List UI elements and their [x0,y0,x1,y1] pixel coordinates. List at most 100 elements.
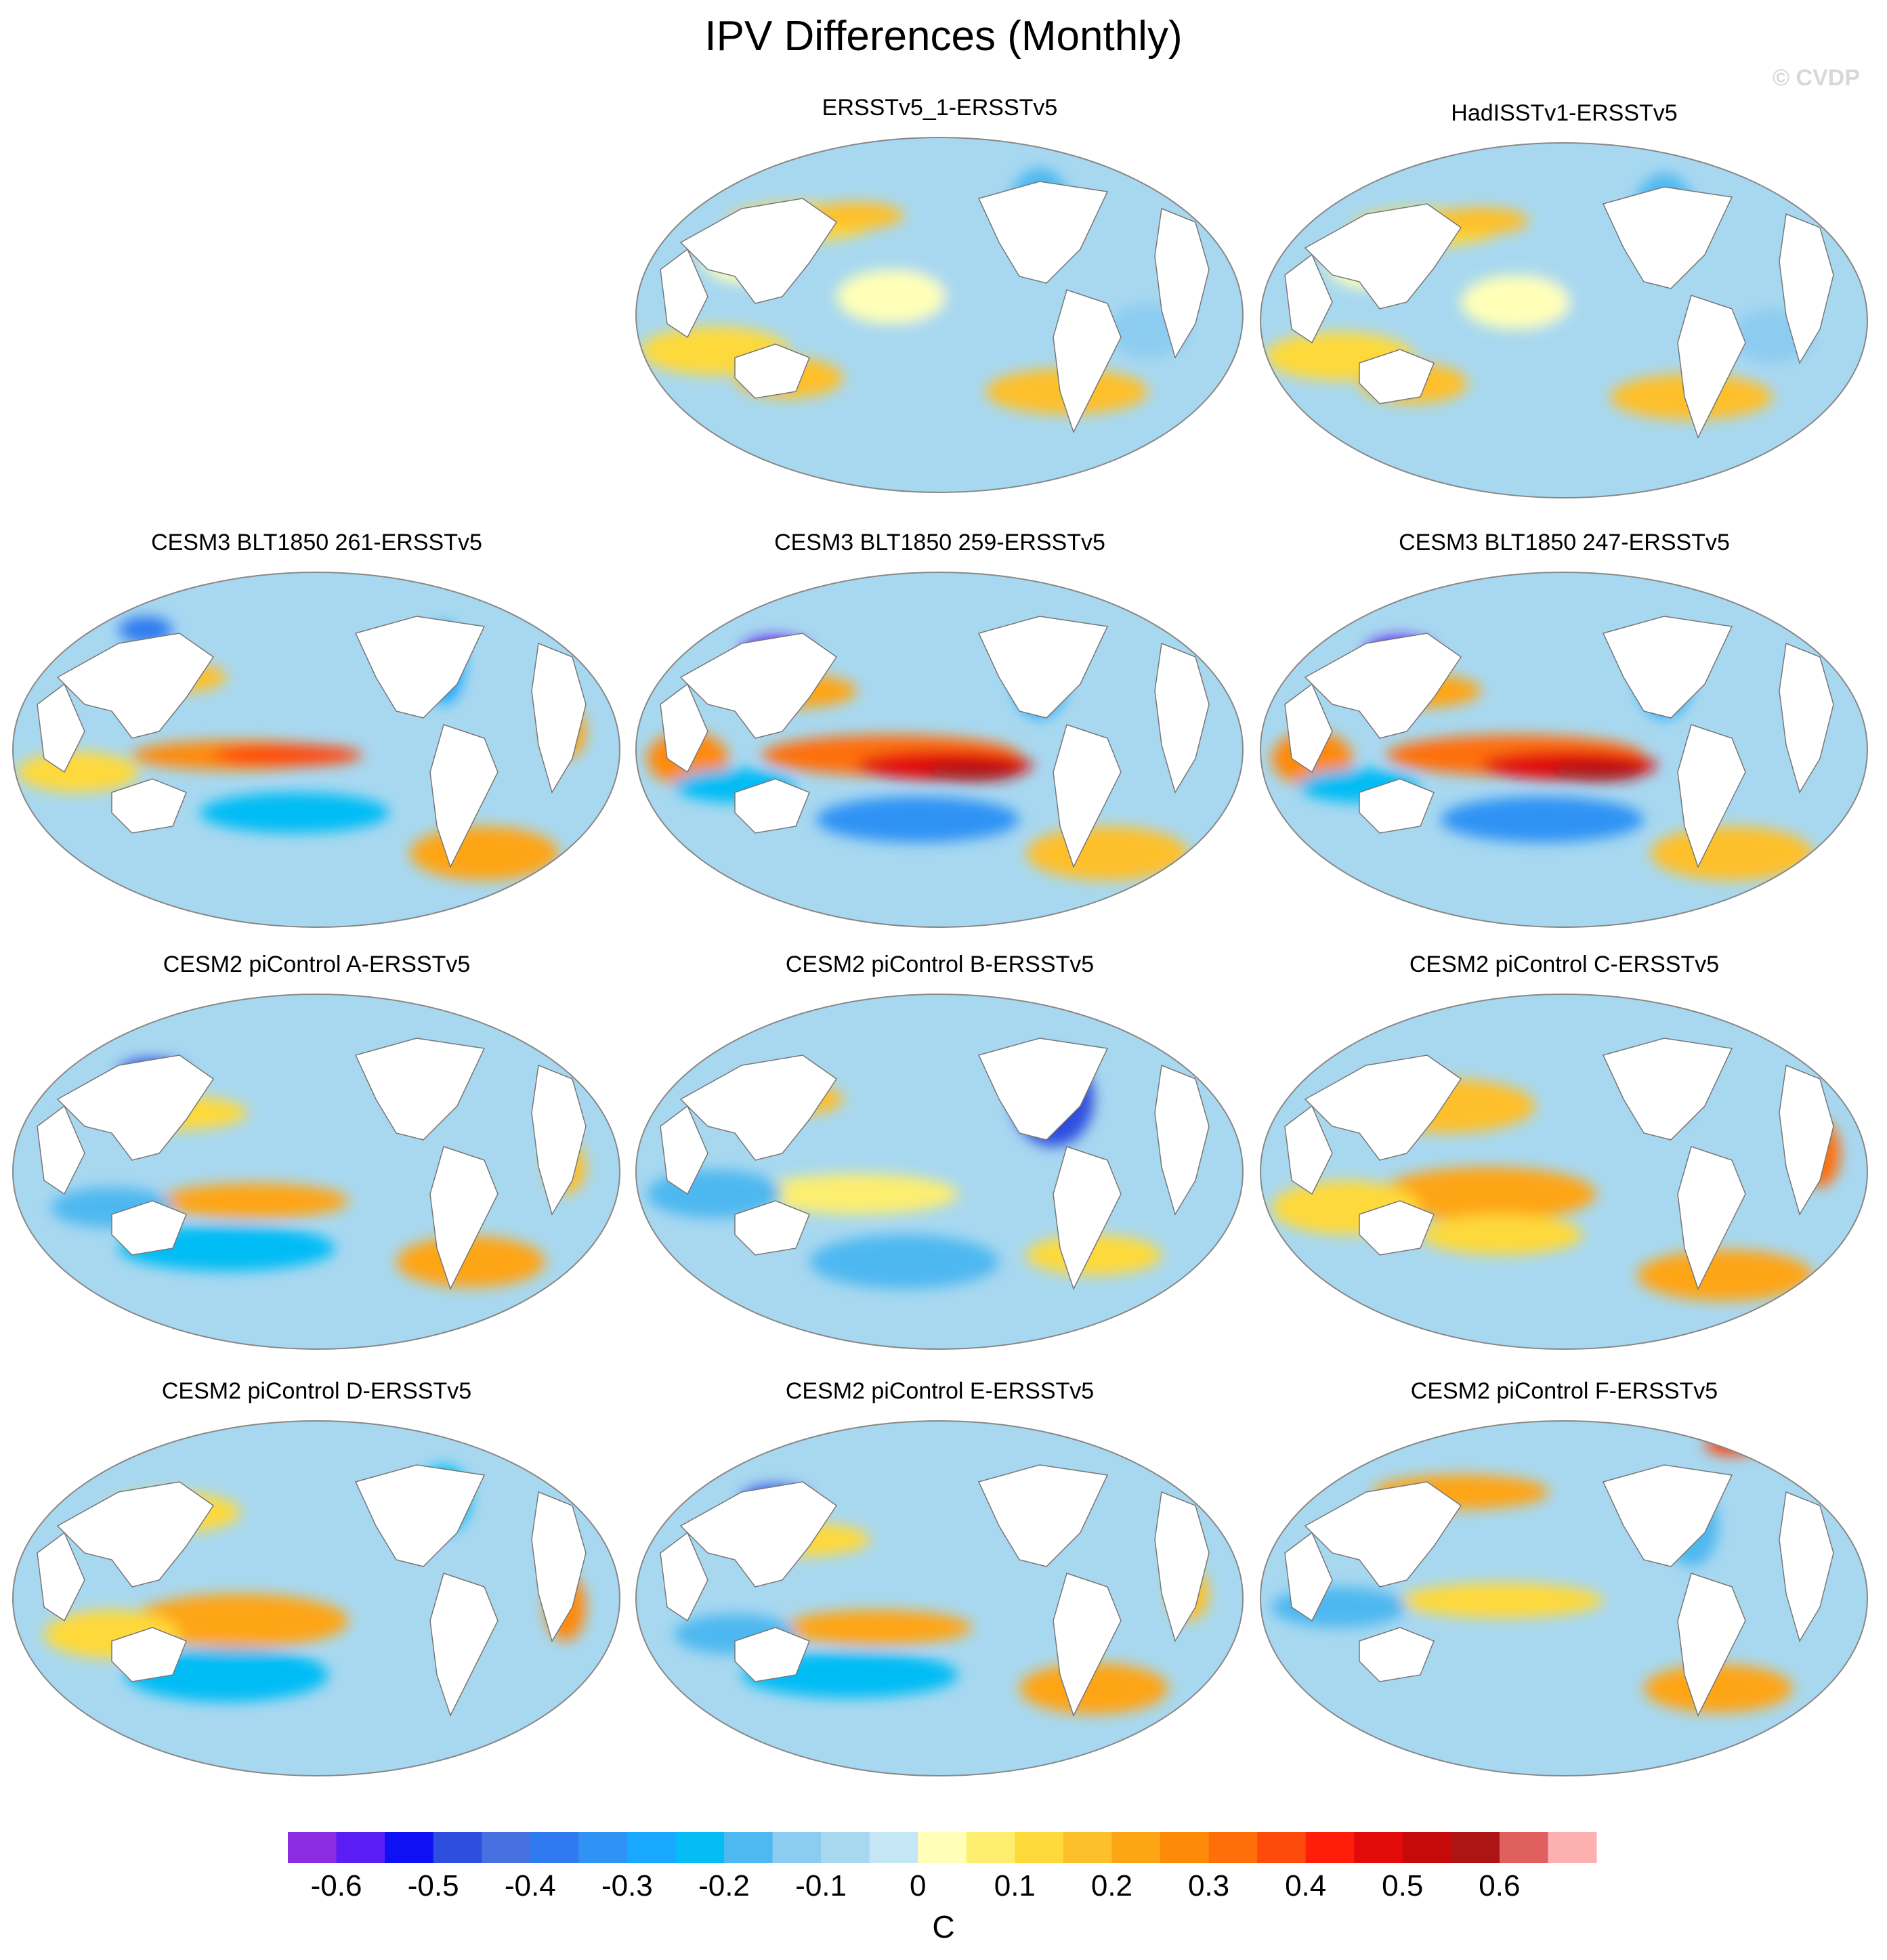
continent-outline [1304,203,1462,310]
anomaly-region [1019,1663,1168,1714]
colorbar-swatch [724,1832,773,1863]
colorbar-swatch [1208,1832,1258,1863]
panel-title: HadISSTv1-ERSSTv5 [1451,100,1678,126]
panel-title: CESM2 piControl B-ERSSTv5 [785,952,1095,977]
anomaly-region [213,744,362,766]
map-panel-4: CESM3 BLT1850 259-ERSSTv5 [633,530,1246,936]
map-panel-5: CESM3 BLT1850 247-ERSSTv5 [1258,530,1871,936]
colorbar-swatch [288,1832,337,1863]
continent-outline [1154,207,1210,359]
continent-outline [56,1054,215,1161]
continent-outline [660,683,708,773]
continent-outline [1284,1531,1333,1622]
continent-outline [37,1531,85,1622]
continent-outline [1304,1054,1462,1161]
continent-outline [1602,1038,1733,1141]
anomaly-region [159,1183,349,1218]
anomaly-region [782,1610,972,1645]
colorbar-swatch [627,1832,676,1863]
colorbar-tick-label: 0.1 [994,1869,1036,1902]
colorbar-swatch [433,1832,482,1863]
continent-outline [734,1200,810,1256]
map-boundary [12,1420,620,1776]
colorbar-swatch [1015,1832,1064,1863]
continent-outline [734,778,810,834]
colorbar-swatch [1548,1832,1597,1863]
anomaly-region [1637,1250,1813,1301]
continent-outline [977,616,1109,719]
colorbar-tick-label: -0.4 [504,1869,556,1902]
continent-outline [354,1464,486,1567]
map-panel-7: CESM2 piControl B-ERSSTv5 [633,952,1246,1358]
panel-title: CESM3 BLT1850 247-ERSSTv5 [1399,530,1730,555]
map-boundary [635,994,1244,1350]
map-boundary [635,1420,1244,1776]
continent-outline [1779,642,1834,794]
continent-outline [1602,186,1733,289]
colorbar-tick-label: 0.2 [1090,1869,1133,1902]
continent-outline [977,1464,1109,1567]
continent-outline [660,1531,708,1622]
colorbar-swatch [1063,1832,1112,1863]
continent-outline [1053,1146,1122,1290]
continent-outline [1779,1064,1834,1216]
continent-outline [679,1481,838,1588]
map-boundary [1260,1420,1868,1776]
panel-title: ERSSTv5_1-ERSSTv5 [822,95,1058,121]
colorbar-swatch [385,1832,434,1863]
colorbar-swatch [1354,1832,1403,1863]
anomaly-region [1441,796,1644,843]
anomaly-region [925,763,1019,782]
colorbar-swatch [482,1832,531,1863]
ocean-field [13,1421,620,1776]
map-boundary [12,572,620,928]
world-map [635,572,1244,928]
continent-outline [1602,1464,1733,1567]
continent-outline [1154,1491,1210,1642]
continent-outline [429,724,499,868]
continent-outline [111,778,187,834]
continent-outline [977,181,1109,284]
colorbar-swatch [578,1832,628,1863]
anomaly-region [132,1594,349,1648]
continent-outline [679,198,838,304]
continent-outline [1053,724,1122,868]
map-boundary [635,137,1244,493]
colorbar-swatch [1402,1832,1451,1863]
panel-title: CESM2 piControl C-ERSSTv5 [1409,952,1720,977]
colorbar-swatch [675,1832,725,1863]
continent-outline [1677,724,1746,868]
cvdp-watermark: © CVDP [1773,65,1860,91]
continent-outline [679,1054,838,1161]
world-map [1260,1420,1868,1776]
continent-outline [1359,349,1435,404]
colorbar-swatch [336,1832,385,1863]
world-map [1260,994,1868,1350]
map-boundary [1260,994,1868,1350]
colorbar-tick-label: -0.1 [795,1869,847,1902]
continent-outline [531,642,587,794]
map-panel-6: CESM2 piControl A-ERSSTv5 [10,952,623,1358]
colorbar-tick-label: -0.6 [310,1869,362,1902]
colorbar-swatch [869,1832,918,1863]
map-panel-10: CESM2 piControl E-ERSSTv5 [633,1378,1246,1785]
continent-outline [660,248,708,339]
colorbar-swatch [530,1832,579,1863]
colorbar-swatch [821,1832,870,1863]
colorbar-tick-label: 0.5 [1382,1869,1424,1902]
map-boundary [635,572,1244,928]
colorbar-tick-label: 0.3 [1187,1869,1230,1902]
colorbar-swatch [1160,1832,1210,1863]
colorbar-tick-label: 0.4 [1285,1869,1327,1902]
map-panel-8: CESM2 piControl C-ERSSTv5 [1258,952,1871,1358]
panel-title: CESM2 piControl F-ERSSTv5 [1410,1378,1718,1404]
continent-outline [531,1491,587,1642]
anomaly-region [1705,1434,1759,1455]
continent-outline [1304,1481,1462,1588]
anomaly-region [1400,1583,1603,1618]
map-panel-1: ERSSTv5_1-ERSSTv5 [633,95,1246,501]
anomaly-region [816,796,1019,843]
anomaly-region [1461,275,1569,329]
map-panel-9: CESM2 piControl D-ERSSTv5 [10,1378,623,1785]
continent-outline [1154,1064,1210,1216]
